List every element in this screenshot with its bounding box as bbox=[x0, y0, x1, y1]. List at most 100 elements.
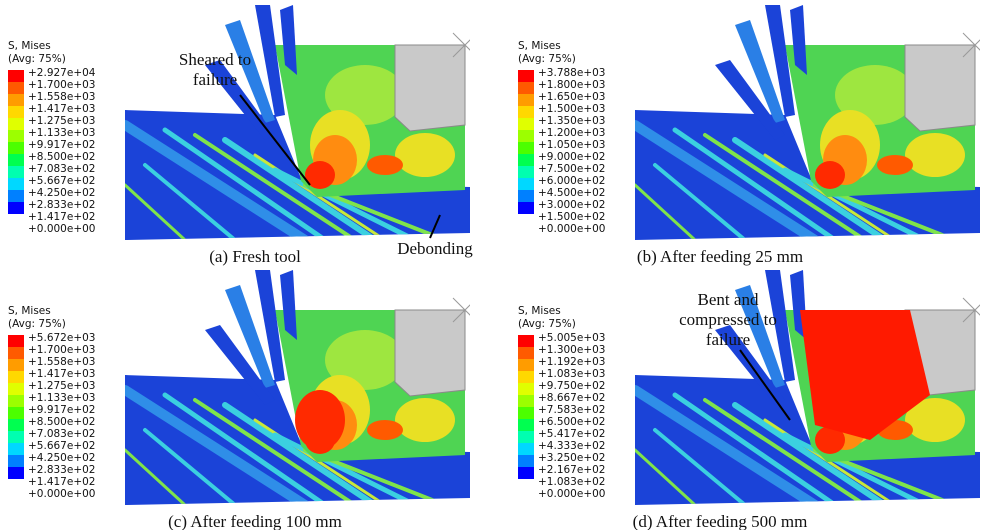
legend-label: +2.167e+02 bbox=[538, 464, 605, 476]
legend-swatch bbox=[518, 371, 534, 383]
legend-label: +7.500e+02 bbox=[538, 163, 605, 175]
legend-label: +5.667e+02 bbox=[28, 175, 95, 187]
caption: (d) After feeding 500 mm bbox=[633, 512, 808, 530]
legend-label: +6.000e+02 bbox=[538, 175, 605, 187]
legend-swatch bbox=[8, 395, 24, 407]
legend-label: +1.500e+03 bbox=[538, 103, 605, 115]
legend-label: +4.250e+02 bbox=[28, 187, 95, 199]
legend-label: +1.417e+03 bbox=[28, 103, 95, 115]
legend-label: +1.800e+03 bbox=[538, 79, 605, 91]
caption: (c) After feeding 100 mm bbox=[168, 512, 342, 530]
high-stress-zone bbox=[800, 310, 930, 440]
legend-label: +3.000e+02 bbox=[538, 199, 605, 211]
legend-swatch bbox=[518, 130, 534, 142]
legend-swatch bbox=[8, 106, 24, 118]
contour-plot bbox=[125, 270, 477, 505]
legend-swatch bbox=[518, 82, 534, 94]
legend-label: +2.927e+04 bbox=[28, 67, 96, 79]
legend-swatch bbox=[8, 419, 24, 431]
legend-label: +7.083e+02 bbox=[28, 428, 95, 440]
legend-swatch bbox=[518, 455, 534, 467]
annotation: Bent and bbox=[698, 290, 759, 309]
legend-label: +5.672e+03 bbox=[28, 332, 95, 344]
legend-swatch bbox=[8, 142, 24, 154]
panel: S, Mises(Avg: 75%)+3.788e+03+1.800e+03+1… bbox=[518, 5, 982, 266]
annotation: failure bbox=[706, 330, 750, 349]
legend-label: +0.000e+00 bbox=[28, 223, 95, 235]
legend-swatch bbox=[8, 190, 24, 202]
legend-subtitle: (Avg: 75%) bbox=[8, 53, 66, 65]
legend-swatch bbox=[518, 335, 534, 347]
caption: (a) Fresh tool bbox=[209, 247, 301, 266]
legend-label: +0.000e+00 bbox=[538, 223, 605, 235]
legend-label: +1.417e+02 bbox=[28, 476, 95, 488]
legend-label: +1.050e+03 bbox=[538, 139, 605, 151]
legend-label: +5.005e+03 bbox=[538, 332, 605, 344]
legend-label: +1.300e+03 bbox=[538, 344, 605, 356]
legend-swatch bbox=[518, 118, 534, 130]
legend-swatch bbox=[518, 359, 534, 371]
leader-line bbox=[239, 94, 311, 186]
legend-swatch bbox=[518, 419, 534, 431]
legend-label: +8.500e+02 bbox=[28, 416, 95, 428]
legend-swatch bbox=[8, 118, 24, 130]
legend-subtitle: (Avg: 75%) bbox=[518, 318, 576, 330]
annotation: Sheared to bbox=[179, 50, 251, 69]
legend-label: +1.133e+03 bbox=[28, 127, 95, 139]
legend-swatch bbox=[518, 190, 534, 202]
legend-label: +5.667e+02 bbox=[28, 440, 95, 452]
legend-label: +1.650e+03 bbox=[538, 91, 605, 103]
legend-label: +1.275e+03 bbox=[28, 115, 95, 127]
legend-subtitle: (Avg: 75%) bbox=[8, 318, 66, 330]
annotation: compressed to bbox=[679, 310, 777, 329]
legend-swatch bbox=[8, 166, 24, 178]
legend-label: +1.700e+03 bbox=[28, 344, 95, 356]
legend-swatch bbox=[8, 431, 24, 443]
legend-label: +1.558e+03 bbox=[28, 91, 95, 103]
panel: S, Mises(Avg: 75%)+5.005e+03+1.300e+03+1… bbox=[518, 270, 982, 530]
legend-label: +9.917e+02 bbox=[28, 139, 95, 151]
legend-label: +8.667e+02 bbox=[538, 392, 605, 404]
legend-swatch bbox=[8, 359, 24, 371]
legend-label: +1.417e+02 bbox=[28, 211, 95, 223]
legend-label: +3.250e+02 bbox=[538, 452, 605, 464]
legend-label: +7.583e+02 bbox=[538, 404, 605, 416]
leader-line bbox=[429, 214, 441, 239]
legend-swatch bbox=[8, 383, 24, 395]
annotation: Debonding bbox=[397, 239, 473, 258]
legend-label: +1.200e+03 bbox=[538, 127, 605, 139]
legend-swatch bbox=[518, 347, 534, 359]
legend-label: +1.700e+03 bbox=[28, 79, 95, 91]
legend-label: +1.558e+03 bbox=[28, 356, 95, 368]
legend-label: +1.500e+02 bbox=[538, 211, 605, 223]
legend-label: +9.000e+02 bbox=[538, 151, 605, 163]
legend-swatch bbox=[8, 70, 24, 82]
legend-label: +5.417e+02 bbox=[538, 428, 605, 440]
contour-plot bbox=[125, 5, 477, 240]
legend-swatch bbox=[8, 443, 24, 455]
legend-swatch bbox=[8, 178, 24, 190]
legend-swatch bbox=[8, 154, 24, 166]
legend-label: +9.750e+02 bbox=[538, 380, 605, 392]
legend-label: +1.417e+03 bbox=[28, 368, 95, 380]
legend-label: +0.000e+00 bbox=[28, 488, 95, 500]
legend-swatch bbox=[518, 166, 534, 178]
legend-title: S, Mises bbox=[518, 305, 561, 317]
contour-plot bbox=[635, 5, 982, 240]
legend-swatch bbox=[518, 178, 534, 190]
legend-title: S, Mises bbox=[8, 40, 51, 52]
legend-swatch bbox=[8, 371, 24, 383]
legend-swatch bbox=[518, 202, 534, 214]
legend-swatch bbox=[518, 407, 534, 419]
legend-swatch bbox=[8, 202, 24, 214]
legend-label: +4.500e+02 bbox=[538, 187, 605, 199]
legend-label: +4.250e+02 bbox=[28, 452, 95, 464]
legend-title: S, Mises bbox=[8, 305, 51, 317]
legend-swatch bbox=[8, 130, 24, 142]
caption: (b) After feeding 25 mm bbox=[637, 247, 803, 266]
legend-label: +8.500e+02 bbox=[28, 151, 95, 163]
panel: S, Mises(Avg: 75%)+5.672e+03+1.700e+03+1… bbox=[8, 270, 477, 530]
leader-line bbox=[739, 349, 791, 421]
legend-swatch bbox=[518, 443, 534, 455]
